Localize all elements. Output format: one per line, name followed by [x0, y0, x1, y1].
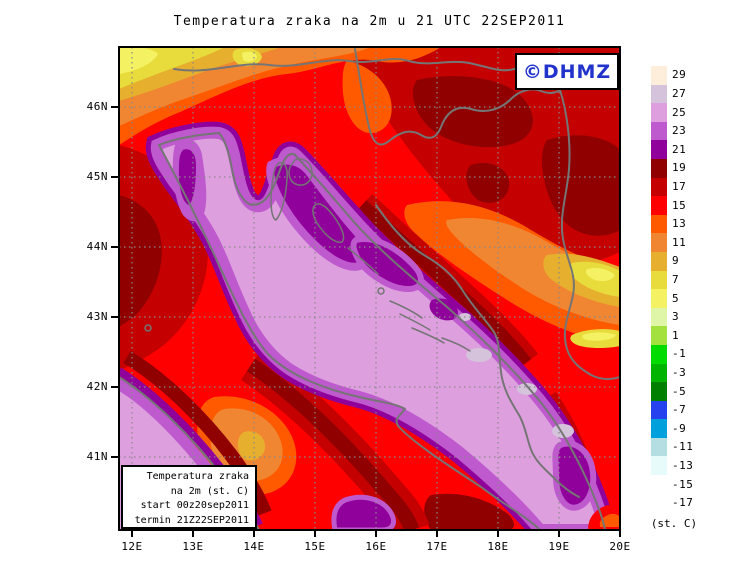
page-title: Temperatura zraka na 2m u 21 UTC 22SEP20… — [173, 14, 566, 29]
colorbar-swatch — [651, 456, 667, 476]
colorbar-swatch — [651, 121, 667, 141]
colorbar-tick-label: -3 — [672, 365, 687, 379]
colorbar-swatch — [651, 344, 667, 364]
colorbar-swatch — [651, 214, 667, 234]
colorbar-swatch — [651, 400, 667, 420]
colorbar-tick-label: -9 — [672, 421, 687, 435]
colorbar-tick-label: 3 — [672, 310, 680, 324]
colorbar-tick-label: 5 — [672, 291, 680, 305]
lat-tick-label: 46N — [86, 100, 108, 113]
dhmz-watermark-box: ©DHMZ — [515, 53, 619, 90]
lon-tick-label: 12E — [121, 540, 143, 553]
lon-tick-label: 16E — [365, 540, 387, 553]
axis-ticks — [111, 106, 621, 537]
colorbar-tick-label: 11 — [672, 235, 687, 249]
island-outlines — [144, 158, 471, 352]
colorbar-unit-label: (st. C) — [650, 517, 698, 530]
legend-box: Temperatura zraka na 2m (st. C) start 00z2… — [121, 465, 257, 529]
colorbar-tick-label: -1 — [672, 347, 687, 361]
colorbar-tick-label: 13 — [672, 217, 687, 231]
lon-tick-label: 14E — [243, 540, 265, 553]
colorbar-tick-label: 9 — [672, 254, 680, 268]
colorbar-tick-label: 17 — [672, 179, 687, 193]
colorbar-swatch — [651, 475, 667, 494]
lon-tick-label: 15E — [304, 540, 326, 553]
colorbar-tick-label: 1 — [672, 328, 680, 342]
legend-line: na 2m (st. C) — [170, 485, 249, 497]
colorbar-swatch — [651, 66, 667, 85]
legend-line: Temperatura zraka — [146, 471, 249, 482]
colorbar-swatch — [651, 251, 667, 271]
colorbar-swatch — [651, 233, 667, 252]
colorbar-swatch — [651, 84, 667, 104]
lon-tick-label: 13E — [182, 540, 204, 553]
colorbar-tick-label: -7 — [672, 403, 687, 417]
colorbar-tick-label: -11 — [672, 440, 694, 454]
legend-line: termin 21Z22SEP2011 — [134, 514, 249, 526]
lon-tick-label: 20E — [609, 540, 631, 553]
colorbar-swatch — [651, 196, 667, 215]
colorbar-swatch — [651, 289, 667, 308]
legend-line: start 00z20sep2011 — [140, 500, 249, 511]
lon-tick-label: 19E — [548, 540, 570, 553]
colorbar-swatch — [651, 326, 667, 345]
dhmz-logo: ©DHMZ — [522, 60, 612, 83]
lat-tick-label: 43N — [86, 310, 108, 323]
colorbar-tick-label: 15 — [672, 198, 687, 212]
temperature-field — [119, 47, 620, 530]
colorbar-swatch — [651, 363, 667, 383]
colorbar-swatch — [651, 103, 667, 122]
colorbar-tick-label: -13 — [672, 458, 694, 472]
map-border — [118, 46, 621, 531]
lat-tick-label: 42N — [86, 380, 108, 393]
colorbar-tick-label: 21 — [672, 142, 687, 156]
colorbar-swatch — [651, 158, 667, 178]
lat-tick-label: 44N — [86, 240, 108, 253]
colorbar-tick-label: 7 — [672, 272, 680, 286]
colorbar-swatch — [651, 437, 667, 457]
colorbar-tick-label: -15 — [672, 477, 694, 491]
lat-tick-label: 41N — [86, 450, 108, 463]
colorbar-swatch — [651, 270, 667, 290]
colorbar-tick-label: -5 — [672, 384, 687, 398]
colorbar-swatch — [651, 140, 667, 159]
colorbar-tick-label: 23 — [672, 124, 687, 138]
colorbar-tick-label: -17 — [672, 496, 694, 510]
lat-tick-label: 45N — [86, 170, 108, 183]
colorbar-swatch — [651, 419, 667, 438]
colorbar-swatch — [651, 177, 667, 197]
lon-tick-label: 17E — [426, 540, 448, 553]
colorbar-tick-label: 29 — [672, 68, 687, 82]
colorbar-swatches — [651, 66, 667, 494]
colorbar-swatch — [651, 382, 667, 401]
colorbar-swatch — [651, 307, 667, 327]
colorbar-tick-label: 19 — [672, 161, 687, 175]
colorbar-tick-label: 25 — [672, 105, 687, 119]
grid-lines — [119, 47, 620, 530]
lon-tick-label: 18E — [487, 540, 509, 553]
colorbar-tick-label: 27 — [672, 86, 687, 100]
